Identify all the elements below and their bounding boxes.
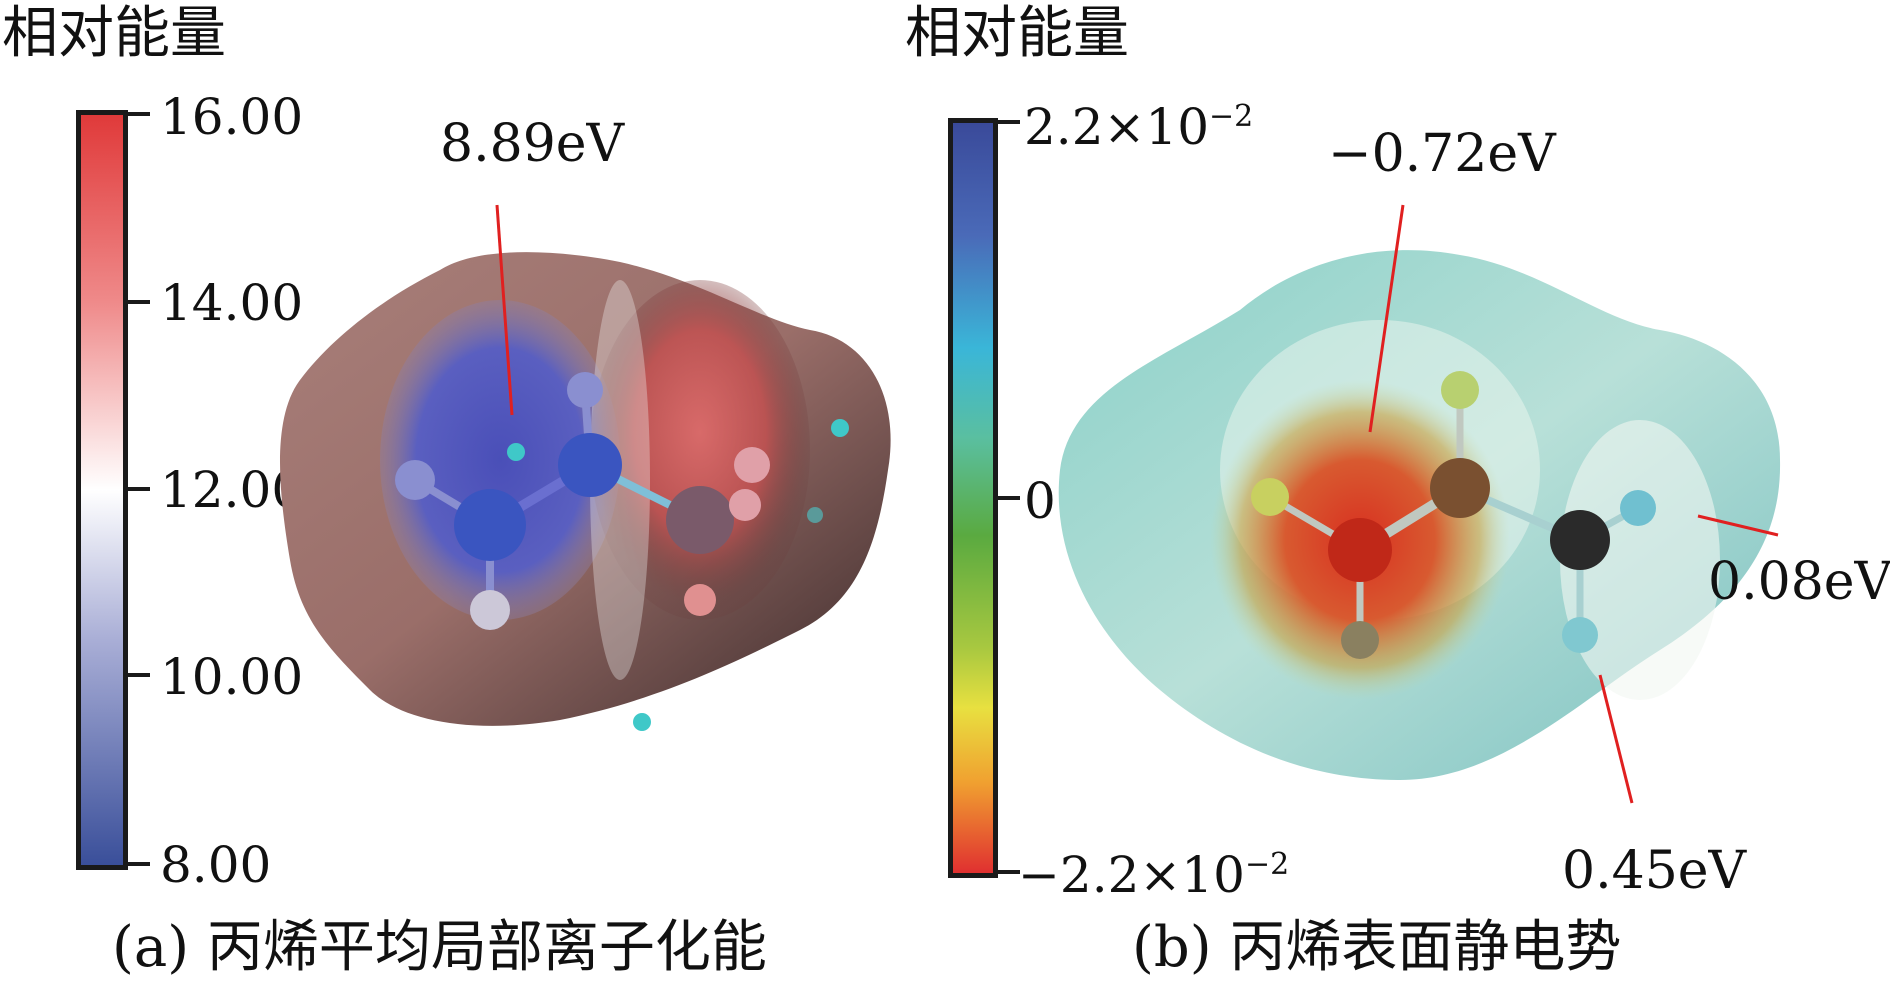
- tick-label-b-top: 2.2×10−2: [1024, 99, 1254, 153]
- panel-b: 相对能量 2.2×10−2 0 −2.2×10−2: [905, 0, 1890, 994]
- tick-label-a-16: 16.00: [160, 88, 304, 146]
- tickmark-b-0: [998, 120, 1020, 124]
- colorbar-b: [948, 118, 998, 878]
- tickmark-a-0: [128, 112, 150, 116]
- caption-b: (b) 丙烯表面静电势: [1132, 915, 1622, 980]
- tick-label-a-12: 12.00: [160, 461, 304, 519]
- annotation-b-negative: −0.72eV: [1328, 124, 1556, 184]
- tickmark-b-1: [998, 496, 1020, 500]
- tickmark-a-2: [128, 487, 150, 491]
- tick-label-b-bottom-exp: −2: [1244, 847, 1290, 882]
- tickmark-a-4: [128, 862, 150, 866]
- legend-title-b: 相对能量: [905, 1, 1129, 66]
- caption-a: (a) 丙烯平均局部离子化能: [112, 915, 767, 980]
- tickmark-a-3: [128, 673, 150, 677]
- molecular-surface-a: [280, 204, 891, 731]
- annotation-a: 8.89eV: [440, 114, 625, 174]
- colorbar-a: [76, 110, 128, 870]
- tick-label-a-14: 14.00: [160, 274, 304, 332]
- tick-label-b-bottom-base: −2.2×10: [1018, 846, 1245, 904]
- tick-label-b-bottom: −2.2×10−2: [1018, 847, 1290, 901]
- tick-label-b-top-base: 2.2×10: [1024, 98, 1210, 156]
- tick-label-b-mid: 0: [1024, 472, 1056, 530]
- annotation-b-positive-right: 0.08eV: [1708, 552, 1890, 612]
- annotation-b-positive-bottom: 0.45eV: [1562, 841, 1747, 901]
- legend-title-a: 相对能量: [2, 1, 226, 66]
- molecular-surface-b: [1058, 204, 1781, 804]
- panel-a: 相对能量 16.00 14.00 12.00 10.00 8.00: [0, 0, 920, 994]
- tickmark-a-1: [128, 300, 150, 304]
- tick-label-a-10: 10.00: [160, 648, 304, 706]
- tick-label-a-8: 8.00: [160, 836, 272, 894]
- tickmark-b-2: [998, 870, 1020, 874]
- tick-label-b-top-exp: −2: [1209, 99, 1254, 134]
